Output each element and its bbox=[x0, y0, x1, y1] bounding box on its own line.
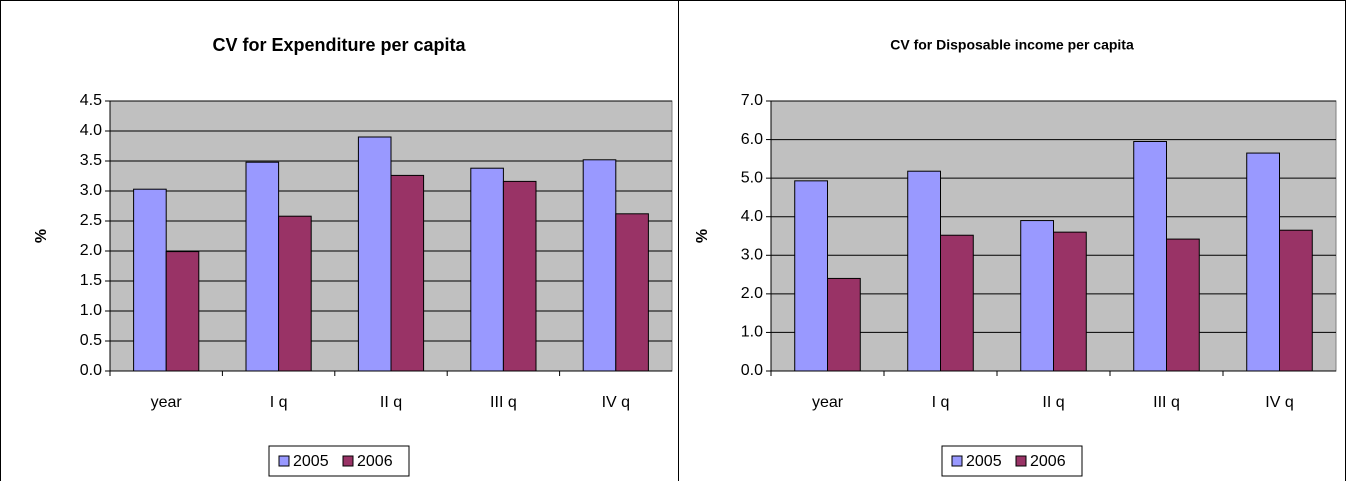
x-tick-label: IV q bbox=[1265, 394, 1293, 411]
x-tick-label: III q bbox=[490, 394, 517, 411]
x-tick-label: III q bbox=[1153, 394, 1180, 411]
bar bbox=[390, 174, 425, 372]
legend-swatch bbox=[951, 455, 963, 467]
x-tick-label: year bbox=[812, 394, 844, 411]
y-tick-label: 3.0 bbox=[741, 247, 763, 264]
y-tick-label: 6.0 bbox=[741, 131, 763, 148]
x-tick-label: II q bbox=[380, 394, 402, 411]
y-tick-label: 5.0 bbox=[741, 169, 763, 186]
bar bbox=[940, 234, 974, 372]
legend-label: 2005 bbox=[966, 453, 1002, 470]
bar bbox=[357, 136, 392, 372]
legend-label: 2005 bbox=[293, 453, 329, 470]
bar bbox=[1246, 152, 1280, 372]
x-tick-label: IV q bbox=[602, 394, 630, 411]
y-tick-label: 4.0 bbox=[741, 208, 763, 225]
y-axis-label: % bbox=[33, 229, 50, 243]
y-tick-label: 7.0 bbox=[741, 92, 763, 109]
y-tick-label: 0.5 bbox=[80, 332, 102, 349]
y-tick-label: 0.0 bbox=[80, 362, 102, 379]
bar bbox=[470, 167, 504, 372]
bar bbox=[582, 159, 617, 372]
legend-label: 2006 bbox=[1030, 453, 1066, 470]
bar bbox=[907, 170, 941, 372]
y-tick-label: 4.0 bbox=[80, 122, 102, 139]
chart-title: CV for Expenditure per capita bbox=[212, 35, 466, 55]
y-tick-label: 1.0 bbox=[80, 302, 102, 319]
legend-box bbox=[941, 445, 1083, 477]
y-tick-label: 2.0 bbox=[741, 285, 763, 302]
bar bbox=[827, 277, 861, 372]
bar bbox=[1133, 141, 1167, 372]
y-tick-label: 3.0 bbox=[80, 182, 102, 199]
bar bbox=[1166, 238, 1200, 372]
bar bbox=[245, 161, 280, 372]
bar bbox=[502, 180, 537, 372]
bar bbox=[1020, 220, 1054, 372]
x-tick-label: I q bbox=[270, 394, 288, 411]
x-tick-label: I q bbox=[932, 394, 950, 411]
y-tick-label: 2.0 bbox=[80, 242, 102, 259]
y-tick-label: 1.0 bbox=[741, 324, 763, 341]
y-tick-label: 3.5 bbox=[80, 152, 102, 169]
bar bbox=[794, 180, 828, 372]
legend-swatch bbox=[1015, 455, 1027, 467]
legend-box bbox=[268, 445, 410, 477]
legend-swatch bbox=[342, 455, 354, 467]
y-tick-label: 2.5 bbox=[80, 212, 102, 229]
y-tick-label: 0.0 bbox=[741, 362, 763, 379]
legend-swatch bbox=[278, 455, 290, 467]
bar bbox=[1053, 231, 1087, 372]
y-axis-label: % bbox=[694, 229, 711, 243]
bar bbox=[615, 213, 649, 372]
chart-title: CV for Disposable income per capita bbox=[890, 37, 1134, 53]
bar bbox=[1279, 229, 1313, 372]
bar bbox=[165, 251, 200, 372]
bar bbox=[278, 215, 312, 372]
x-tick-label: year bbox=[151, 394, 183, 411]
legend-label: 2006 bbox=[357, 453, 393, 470]
x-tick-label: II q bbox=[1042, 394, 1064, 411]
y-tick-label: 1.5 bbox=[80, 272, 102, 289]
y-tick-label: 4.5 bbox=[80, 92, 102, 109]
bar bbox=[133, 188, 167, 372]
